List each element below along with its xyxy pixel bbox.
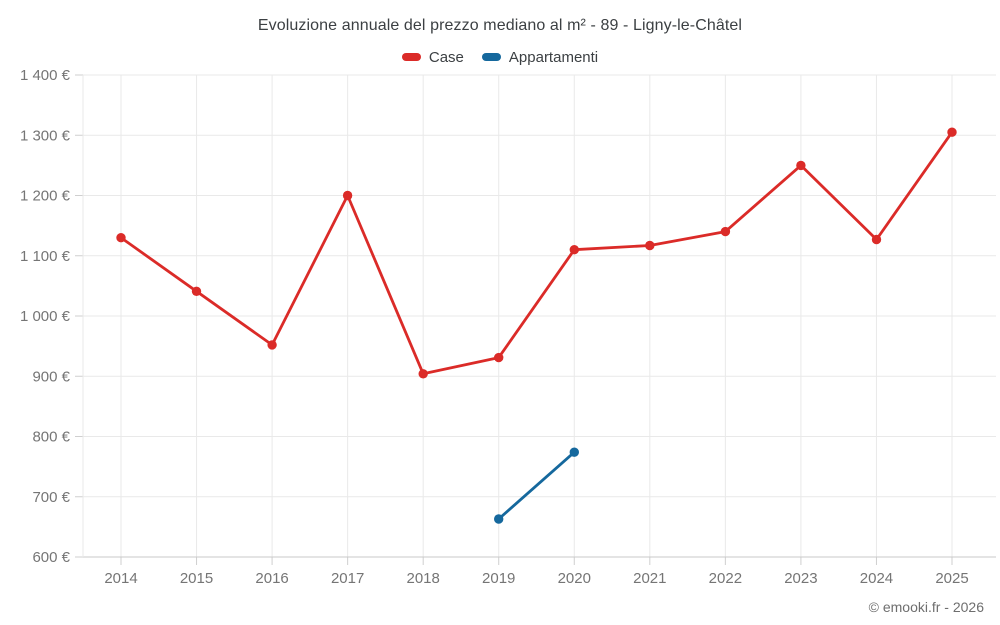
legend-swatch-case bbox=[401, 53, 421, 61]
x-tick-label: 2021 bbox=[633, 570, 666, 587]
x-tick-label: 2018 bbox=[406, 570, 439, 587]
data-point-case-2018[interactable] bbox=[418, 369, 428, 379]
y-tick-label: 1 400 € bbox=[20, 67, 71, 84]
y-tick-label: 1 300 € bbox=[20, 127, 71, 144]
data-point-case-2025[interactable] bbox=[947, 127, 957, 137]
legend-label: Case bbox=[428, 48, 464, 66]
y-tick-label: 1 100 € bbox=[20, 248, 71, 265]
data-point-appartamenti-2020[interactable] bbox=[569, 447, 579, 457]
series-line-case bbox=[119, 130, 954, 376]
data-point-case-2019[interactable] bbox=[494, 352, 504, 363]
x-tick-label: 2020 bbox=[558, 570, 591, 587]
legend: Case Appartamenti bbox=[0, 46, 1000, 68]
data-point-appartamenti-2019[interactable] bbox=[494, 514, 504, 524]
legend-swatch-appartamenti bbox=[481, 53, 501, 61]
chart-title: Evoluzione annuale del prezzo mediano al… bbox=[257, 17, 743, 34]
y-tick-label: 1 200 € bbox=[20, 188, 71, 205]
data-point-case-2016[interactable] bbox=[267, 340, 277, 350]
y-tick-label: 600 € bbox=[32, 549, 70, 566]
x-tick-label: 2024 bbox=[860, 570, 893, 587]
x-tick-label: 2014 bbox=[104, 570, 137, 587]
data-point-case-2014[interactable] bbox=[116, 233, 126, 243]
data-point-case-2017[interactable] bbox=[342, 190, 353, 201]
legend-item-case[interactable]: Case bbox=[401, 48, 464, 66]
data-point-case-2023[interactable] bbox=[796, 160, 806, 171]
x-tick-label: 2025 bbox=[935, 570, 968, 587]
data-point-case-2024[interactable] bbox=[871, 234, 882, 245]
data-point-case-2021[interactable] bbox=[645, 240, 655, 251]
series-line-appartamenti bbox=[497, 450, 576, 521]
credit-text: © emooki.fr - 2026 bbox=[868, 599, 984, 615]
x-tick-label: 2022 bbox=[709, 570, 742, 587]
y-tick-label: 800 € bbox=[32, 429, 70, 446]
x-tick-label: 2017 bbox=[331, 570, 364, 587]
x-tick-label: 2016 bbox=[255, 570, 288, 587]
y-tick-label: 1 000 € bbox=[20, 308, 71, 325]
y-tick-label: 700 € bbox=[32, 489, 70, 506]
x-tick-label: 2019 bbox=[482, 570, 515, 587]
x-tick-label: 2023 bbox=[784, 570, 817, 587]
y-tick-label: 900 € bbox=[32, 368, 70, 385]
legend-label: Appartamenti bbox=[508, 48, 599, 66]
data-point-case-2022[interactable] bbox=[720, 226, 731, 237]
x-tick-label: 2015 bbox=[180, 570, 213, 587]
data-point-case-2015[interactable] bbox=[191, 286, 202, 296]
legend-item-appartamenti[interactable]: Appartamenti bbox=[481, 48, 599, 66]
data-point-case-2020[interactable] bbox=[569, 245, 579, 255]
